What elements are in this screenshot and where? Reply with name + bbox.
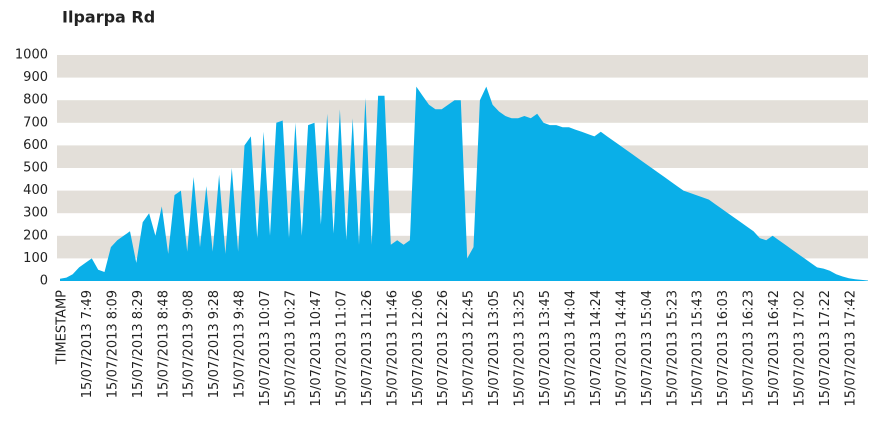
- x-tick-label: 15/07/2013 14:04: [563, 290, 578, 407]
- x-tick-label: 15/07/2013 12:45: [462, 290, 477, 407]
- x-tick-label: 15/07/2013 17:02: [793, 290, 808, 407]
- x-tick-label: 15/07/2013 11:07: [334, 290, 349, 407]
- y-tick-label: 300: [23, 206, 48, 221]
- x-tick-label: 15/07/2013 9:28: [207, 290, 222, 398]
- x-tick-label: 15/07/2013 14:44: [614, 290, 629, 407]
- x-tick-label: 15/07/2013 10:27: [284, 290, 299, 407]
- x-tick-label: 15/07/2013 8:48: [156, 290, 171, 398]
- x-tick-label: 15/07/2013 10:07: [258, 290, 273, 407]
- y-tick-label: 700: [23, 115, 48, 130]
- x-tick-label: 15/07/2013 7:49: [80, 290, 95, 398]
- x-tick-label: 15/07/2013 16:23: [742, 290, 757, 407]
- y-tick-label: 0: [40, 274, 48, 289]
- x-tick-label: 15/07/2013 15:23: [665, 290, 680, 407]
- y-tick-label: 600: [23, 138, 48, 153]
- x-tick-label: 15/07/2013 12:06: [411, 290, 426, 407]
- x-tick-label: 15/07/2013 15:04: [640, 290, 655, 407]
- x-tick-label: 15/07/2013 15:43: [691, 290, 706, 407]
- y-tick-label: 800: [23, 93, 48, 108]
- x-tick-label: 15/07/2013 17:42: [843, 290, 858, 407]
- x-tick-label: 15/07/2013 10:47: [309, 290, 324, 407]
- x-tick-label: 15/07/2013 16:03: [716, 290, 731, 407]
- x-tick-label: 15/07/2013 8:09: [105, 290, 120, 398]
- x-tick-label: 15/07/2013 12:26: [436, 290, 451, 407]
- x-tick-label: 15/07/2013 14:24: [589, 290, 604, 407]
- x-tick-label: 15/07/2013 17:22: [818, 290, 833, 407]
- y-tick-label: 1000: [15, 48, 48, 63]
- y-tick-label: 500: [23, 161, 48, 176]
- area: [60, 86, 868, 281]
- x-tick-label: 15/07/2013 9:08: [182, 290, 197, 398]
- x-tick-label: 15/07/2013 13:25: [513, 290, 528, 407]
- grid-band: [57, 100, 868, 123]
- y-tick-label: 200: [23, 228, 48, 243]
- x-tick-label: 15/07/2013 9:48: [233, 290, 248, 398]
- x-tick-label: TIMESTAMP: [55, 290, 70, 365]
- y-tick-label: 900: [23, 70, 48, 85]
- y-tick-label: 100: [23, 251, 48, 266]
- chart-title: Ilparpa Rd: [62, 8, 155, 27]
- grid-band: [57, 55, 868, 78]
- x-tick-label: 15/07/2013 11:26: [360, 290, 375, 407]
- x-tick-label: 15/07/2013 11:46: [385, 290, 400, 407]
- x-tick-label: 15/07/2013 8:29: [131, 290, 146, 398]
- x-tick-label: 15/07/2013 16:42: [767, 290, 782, 407]
- x-tick-label: 15/07/2013 13:45: [538, 290, 553, 407]
- x-tick-label: 15/07/2013 13:05: [487, 290, 502, 407]
- y-tick-label: 400: [23, 183, 48, 198]
